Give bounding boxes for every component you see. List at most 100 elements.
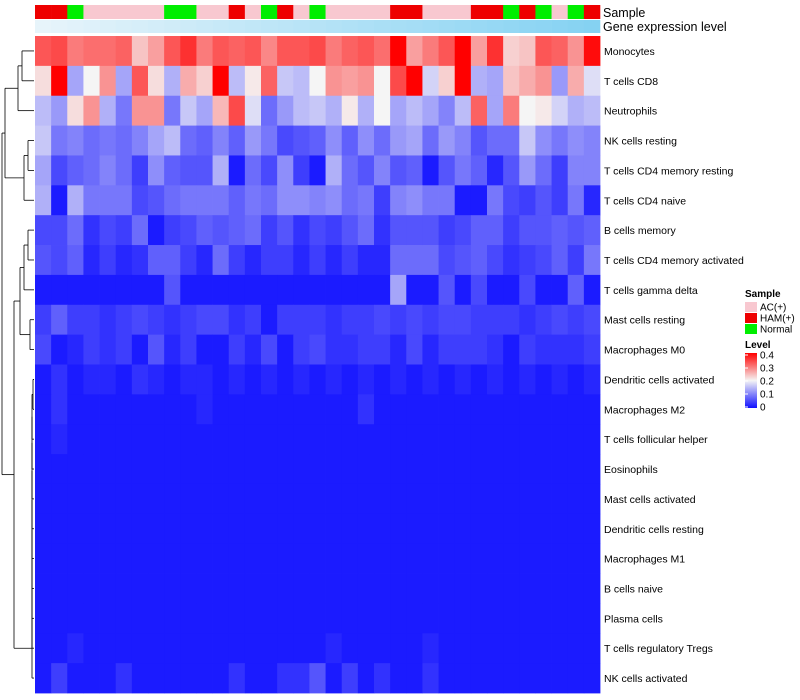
heatmap-cell	[51, 454, 68, 485]
heatmap-cell	[261, 663, 278, 694]
heatmap-cell	[164, 663, 181, 694]
sample-annotation-cell	[503, 5, 520, 19]
heatmap-cell	[454, 155, 472, 186]
heatmap-cell	[583, 274, 601, 306]
heatmap-cell	[131, 424, 149, 455]
heatmap-cell	[277, 334, 294, 365]
heatmap-cell	[325, 394, 343, 425]
sample-annotation-cell	[422, 5, 439, 19]
heatmap-cell	[212, 36, 230, 67]
heatmap-cell	[164, 245, 181, 276]
gene-track-label: Gene expression level	[603, 20, 727, 34]
heatmap-cell	[148, 274, 165, 306]
heatmap-cell	[406, 364, 423, 395]
sample-annotation-cell	[583, 5, 601, 19]
heatmap-cell	[115, 483, 133, 515]
heatmap-cell	[180, 633, 197, 664]
heatmap-cell	[583, 215, 601, 246]
heatmap-cell	[470, 185, 488, 216]
heatmap-cell	[309, 125, 326, 156]
heatmap-cell	[583, 483, 601, 515]
heatmap-cell	[309, 663, 326, 694]
heatmap-cell	[196, 36, 213, 67]
heatmap-cell	[374, 364, 391, 395]
heatmap-cell	[212, 304, 230, 336]
heatmap-cell	[51, 65, 68, 97]
heatmap-cell	[390, 155, 407, 186]
gene-expression-annotation-cell	[99, 20, 117, 33]
heatmap-cell	[519, 454, 536, 485]
heatmap-cell	[148, 424, 165, 455]
heatmap-cell	[374, 424, 391, 455]
heatmap-cell	[325, 663, 343, 694]
heatmap-cell	[325, 364, 343, 395]
heatmap-cell	[67, 245, 84, 276]
heatmap-cell	[325, 633, 343, 664]
heatmap-cell	[293, 394, 310, 425]
sample-annotation-cell	[309, 5, 326, 19]
heatmap-cell	[357, 483, 375, 515]
heatmap-cell	[551, 573, 569, 604]
heatmap-cell	[406, 394, 423, 425]
level-ticks: 0.4 0.3 0.2 0.1 0	[745, 351, 774, 414]
heatmap-cell	[99, 274, 117, 306]
heatmap-cell	[164, 36, 181, 67]
sample-annotation-cell	[277, 5, 294, 19]
heatmap-cell	[180, 334, 197, 365]
heatmap-cell	[583, 663, 601, 694]
heatmap-cell	[341, 215, 359, 246]
heatmap-cell	[341, 36, 359, 67]
gene-expression-annotation-cell	[180, 20, 197, 33]
heatmap-cell	[374, 185, 391, 216]
heatmap-cell	[131, 245, 149, 276]
gene-expression-annotation-cell	[454, 20, 472, 33]
heatmap-cell	[261, 125, 278, 156]
gene-expression-annotation-cell	[309, 20, 326, 33]
heatmap-cell	[212, 125, 230, 156]
heatmap-cell	[228, 95, 246, 126]
heatmap-cell	[309, 424, 326, 455]
heatmap-cell	[487, 274, 504, 306]
heatmap-cell	[309, 185, 326, 216]
heatmap-cell	[583, 603, 601, 634]
heatmap-cell	[325, 304, 343, 336]
heatmap-cell	[357, 543, 375, 574]
heatmap-cell	[454, 454, 472, 485]
heatmap-cell	[212, 245, 230, 276]
heatmap-cell	[148, 454, 165, 485]
heatmap-cell	[67, 543, 84, 574]
heatmap-cell	[470, 424, 488, 455]
heatmap-cell	[325, 245, 343, 276]
heatmap-cell	[551, 125, 569, 156]
heatmap-cell	[164, 95, 181, 126]
heatmap-cell	[35, 245, 52, 276]
heatmap-cell	[180, 245, 197, 276]
heatmap-cell	[583, 633, 601, 664]
heatmap-cell	[148, 663, 165, 694]
heatmap-cell	[470, 155, 488, 186]
heatmap-cell	[374, 394, 391, 425]
row-label: Dendritic cells activated	[604, 374, 714, 386]
heatmap-cell	[487, 663, 504, 694]
heatmap-cell	[390, 663, 407, 694]
heatmap-cell	[470, 65, 488, 97]
heatmap-cell	[277, 603, 294, 634]
heatmap-cell	[325, 95, 343, 126]
heatmap-cell	[309, 95, 326, 126]
heatmap-cell	[374, 454, 391, 485]
heatmap-cell	[261, 513, 278, 545]
heatmap-cell	[341, 454, 359, 485]
gene-expression-annotation-cell	[535, 20, 552, 33]
heatmap-cell	[196, 513, 213, 545]
heatmap-cell	[261, 95, 278, 126]
heatmap-cell	[277, 245, 294, 276]
heatmap-cell	[51, 603, 68, 634]
heatmap-cell	[519, 155, 536, 186]
heatmap-cell	[309, 155, 326, 186]
heatmap-cell	[309, 364, 326, 395]
heatmap-cell	[390, 245, 407, 276]
heatmap-cell	[503, 245, 520, 276]
heatmap-cell	[551, 394, 569, 425]
heatmap-cell	[390, 36, 407, 67]
